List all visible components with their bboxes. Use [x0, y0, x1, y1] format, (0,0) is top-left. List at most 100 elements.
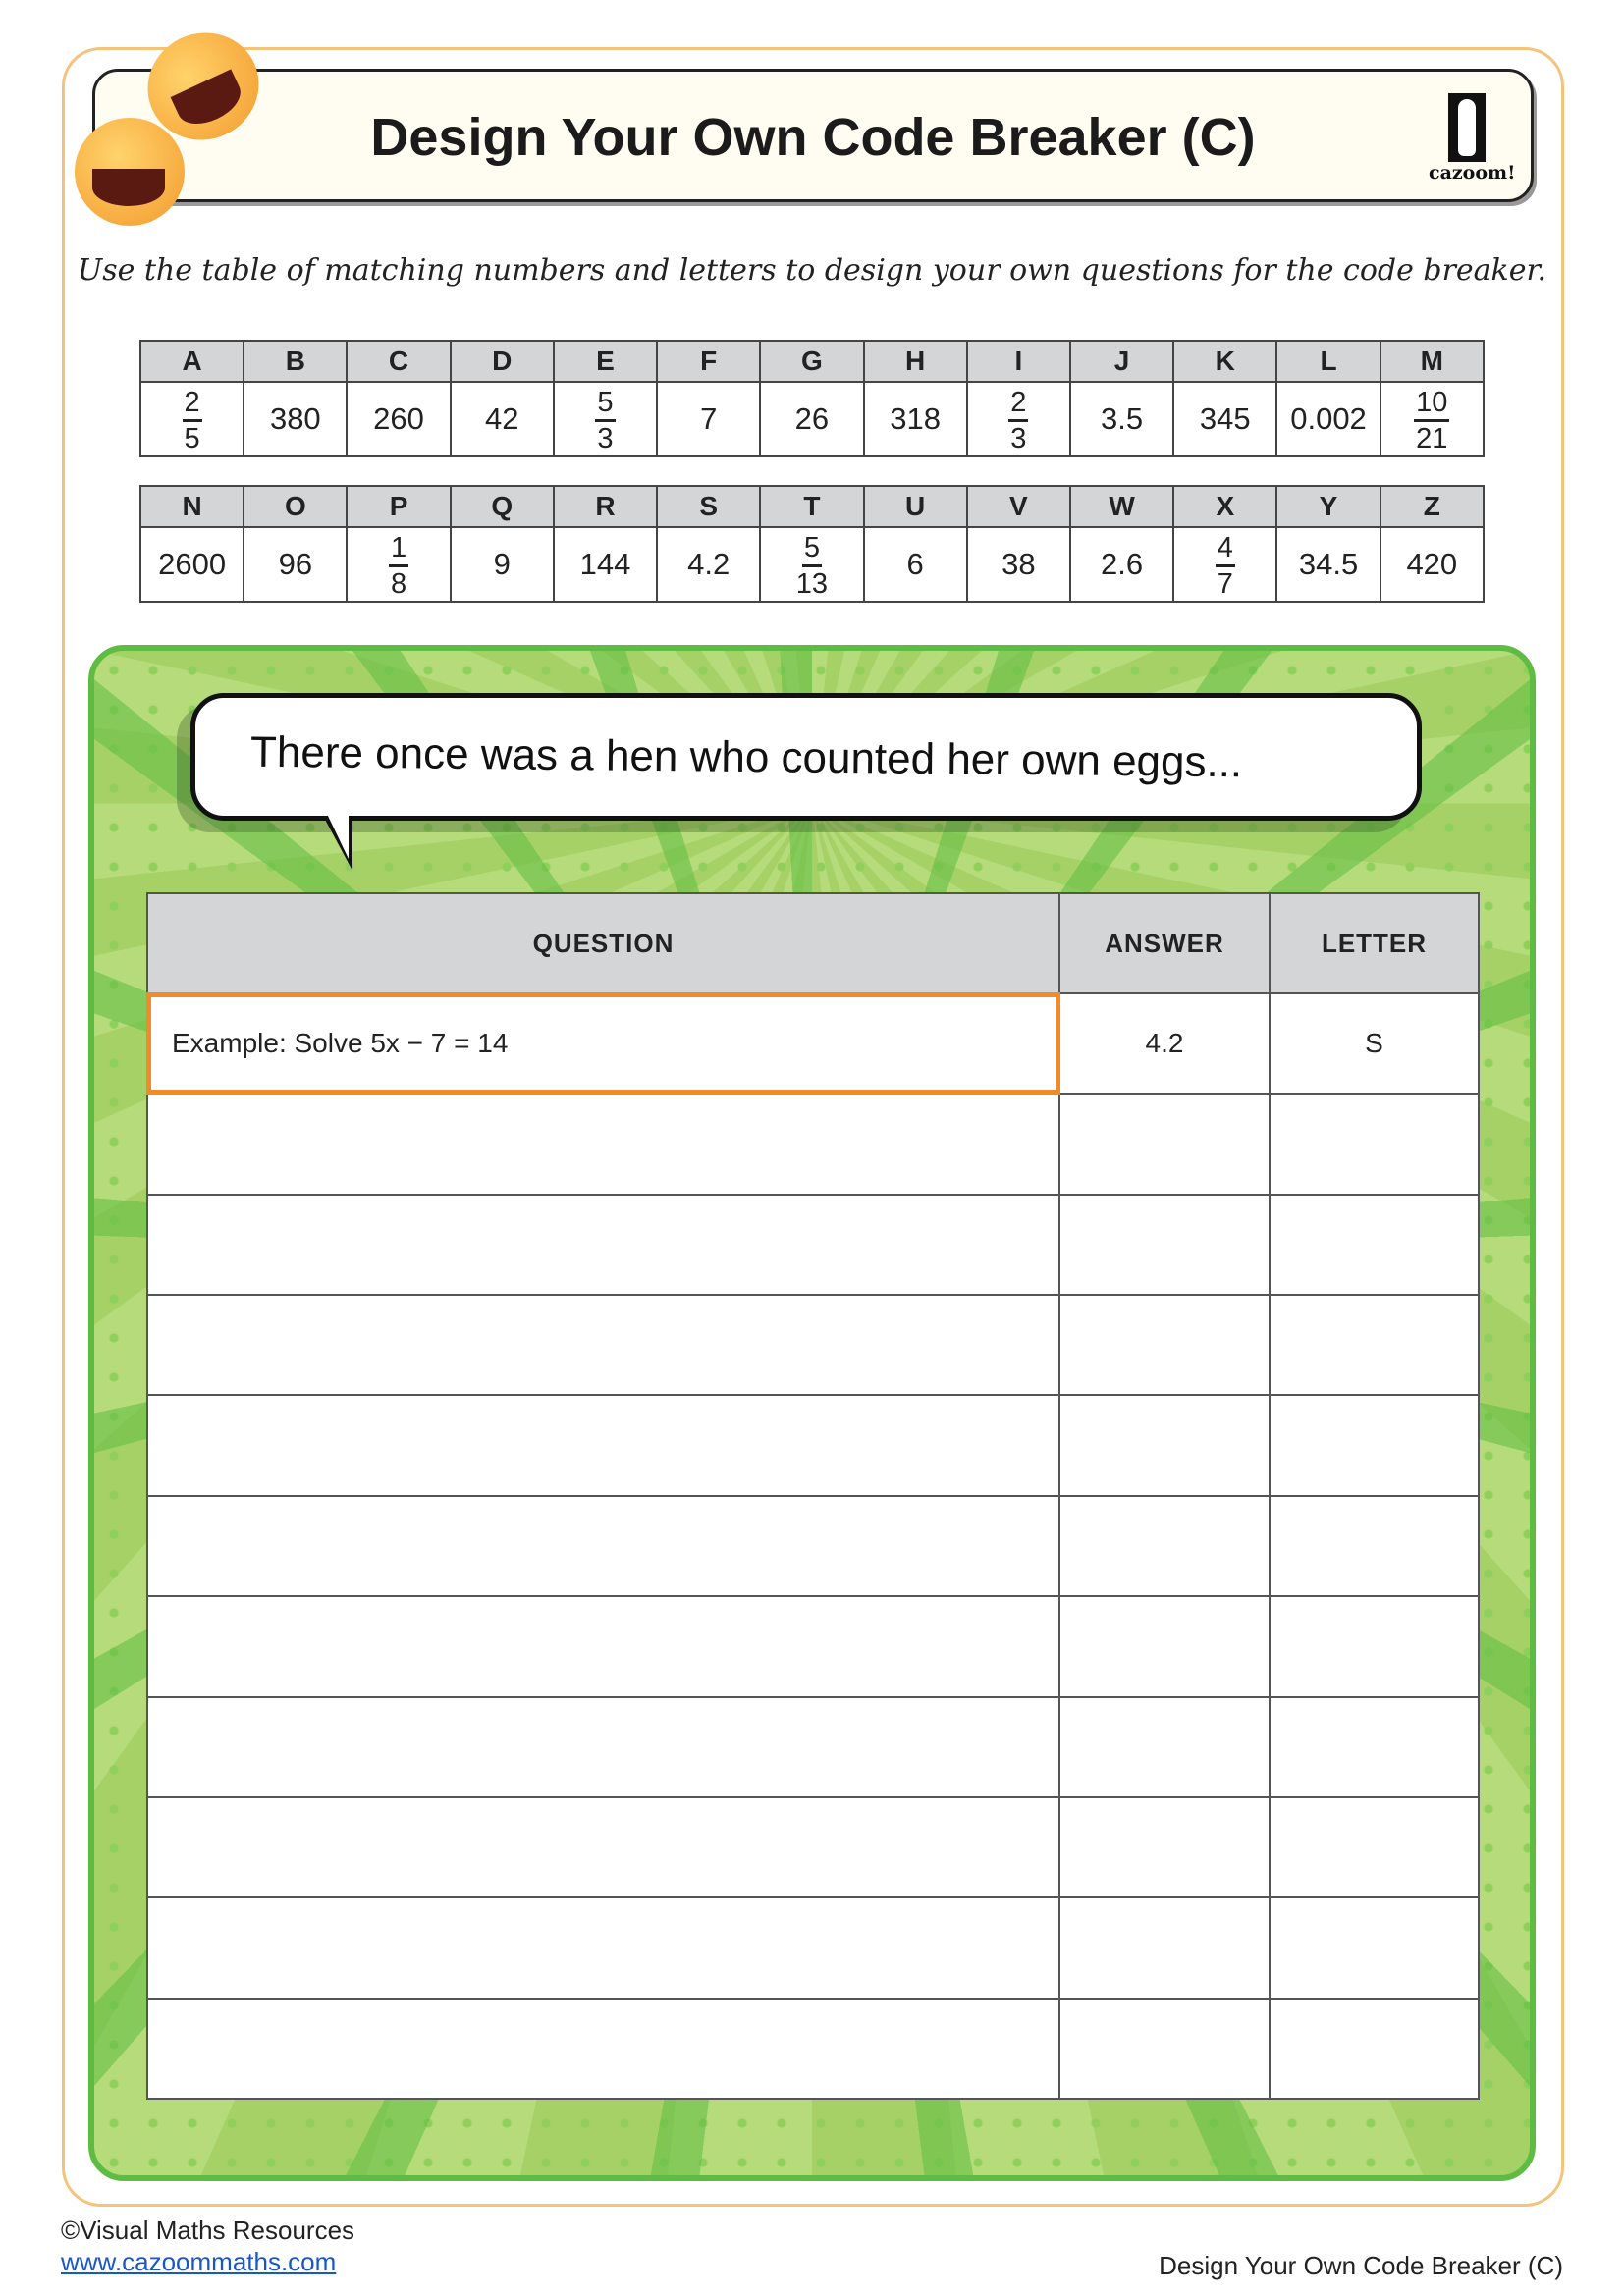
- question-table: QUESTION ANSWER LETTER Example: Solve 5x…: [146, 892, 1480, 2101]
- letter-cell: Z: [1379, 485, 1486, 528]
- answer-cell[interactable]: [1058, 1595, 1271, 1698]
- letter-cell: G: [759, 340, 865, 383]
- value-cell: 96: [243, 526, 349, 603]
- answer-cell[interactable]: [1058, 1494, 1271, 1598]
- value-cell: 6: [862, 526, 968, 603]
- letter-cell[interactable]: [1269, 1896, 1480, 2000]
- cazoom-logo: cazoom!: [1429, 93, 1515, 184]
- letter-cell[interactable]: [1269, 1093, 1480, 1196]
- table-row: [146, 1896, 1480, 2000]
- letter-cell: V: [965, 485, 1071, 528]
- letter-cell[interactable]: [1269, 1595, 1480, 1698]
- logo-icon: [1448, 93, 1486, 162]
- value-cell: 10 21: [1379, 381, 1486, 457]
- example-row: Example: Solve 5x − 7 = 14 4.2 S: [146, 991, 1480, 1095]
- table-row: [146, 1394, 1480, 1497]
- letter-cell[interactable]: [1269, 1695, 1480, 1798]
- letter-cell: W: [1068, 485, 1175, 528]
- question-cell[interactable]: [146, 1896, 1060, 2000]
- value-cell: 7: [656, 381, 762, 457]
- value-cell: 3.5: [1068, 381, 1175, 457]
- value-cell: 5 13: [759, 526, 865, 603]
- letter-cell[interactable]: [1269, 1795, 1480, 1899]
- value-cell: 2600: [138, 526, 245, 603]
- answer-header: ANSWER: [1058, 892, 1271, 994]
- value-cell: 318: [862, 381, 968, 457]
- denominator: 21: [1416, 422, 1448, 454]
- table-row: [146, 1193, 1480, 1297]
- denominator: 3: [597, 422, 614, 454]
- answer-cell[interactable]: [1058, 1093, 1271, 1196]
- letter-cell: O: [243, 485, 349, 528]
- page-frame: [62, 47, 1564, 2207]
- letter-cell: A: [138, 340, 245, 383]
- letter-cell[interactable]: [1269, 1394, 1480, 1497]
- denominator: 3: [1010, 422, 1027, 454]
- website-link[interactable]: www.cazoommaths.com: [61, 2247, 337, 2276]
- question-cell[interactable]: [146, 1695, 1060, 1798]
- question-cell[interactable]: [146, 1193, 1060, 1297]
- table-row: [146, 1494, 1480, 1598]
- winking-emoji-icon: [75, 118, 185, 226]
- value-cell: 9: [449, 526, 555, 603]
- letter-cell[interactable]: [1269, 1997, 1480, 2101]
- letter-cell[interactable]: [1269, 1294, 1480, 1397]
- fraction: 5 13: [796, 531, 828, 601]
- question-cell[interactable]: [146, 1093, 1060, 1196]
- letter-header: LETTER: [1269, 892, 1480, 994]
- code-table-n-z: N O P Q R S T U V W X Y Z 2600 96 1 8 9 144 4.2 5 13 6 38 2.6 4 7 3…: [138, 485, 1486, 603]
- table-row: [146, 1997, 1480, 2101]
- question-cell[interactable]: [146, 1997, 1060, 2101]
- denominator: 8: [390, 567, 407, 600]
- speech-bubble: There once was a hen who counted her own…: [190, 693, 1422, 871]
- answer-cell[interactable]: [1058, 1695, 1271, 1798]
- letter-cell: T: [759, 485, 865, 528]
- code-table-a-m: A B C D E F G H I J K L M 2 5 380 260 42 5 3 7 26 318 2 3 3.5 345 0…: [138, 340, 1486, 457]
- question-cell[interactable]: [146, 1795, 1060, 1899]
- table-row: [146, 1595, 1480, 1698]
- letter-cell: X: [1172, 485, 1278, 528]
- answer-cell[interactable]: [1058, 1193, 1271, 1297]
- table-row: [146, 1695, 1480, 1798]
- numerator: 4: [1215, 531, 1235, 567]
- question-cell[interactable]: [146, 1294, 1060, 1397]
- value-cell: 38: [965, 526, 1071, 603]
- answer-cell[interactable]: [1058, 1294, 1271, 1397]
- page-title: Design Your Own Code Breaker (C): [370, 108, 1256, 167]
- answer-cell[interactable]: [1058, 1795, 1271, 1899]
- question-cell[interactable]: Example: Solve 5x − 7 = 14: [146, 991, 1060, 1095]
- letter-cell: F: [656, 340, 762, 383]
- question-cell[interactable]: [146, 1394, 1060, 1497]
- numerator: 2: [1008, 386, 1029, 422]
- footer-title: Design Your Own Code Breaker (C): [1159, 2251, 1563, 2280]
- numerator: 5: [801, 531, 822, 567]
- letter-cell: Y: [1275, 485, 1381, 528]
- value-cell: 380: [243, 381, 349, 457]
- letter-cell[interactable]: [1269, 1494, 1480, 1598]
- question-cell[interactable]: [146, 1494, 1060, 1598]
- value-cell: 260: [346, 381, 452, 457]
- letter-cell: I: [965, 340, 1071, 383]
- letter-cell[interactable]: [1269, 1193, 1480, 1297]
- letter-cell: C: [346, 340, 452, 383]
- table-row: [146, 1093, 1480, 1196]
- value-cell: 2.6: [1068, 526, 1175, 603]
- question-cell[interactable]: [146, 1595, 1060, 1698]
- answer-cell[interactable]: [1058, 1896, 1271, 2000]
- letter-cell: S: [656, 485, 762, 528]
- answer-cell[interactable]: 4.2: [1058, 991, 1271, 1095]
- instructions: Use the table of matching numbers and le…: [77, 253, 1547, 288]
- letter-cell[interactable]: S: [1269, 991, 1480, 1095]
- letter-cell: R: [552, 485, 659, 528]
- answer-cell[interactable]: [1058, 1394, 1271, 1497]
- answer-cell[interactable]: [1058, 1997, 1271, 2101]
- letter-cell: U: [862, 485, 968, 528]
- title-banner: Design Your Own Code Breaker (C) cazoom!: [92, 69, 1534, 202]
